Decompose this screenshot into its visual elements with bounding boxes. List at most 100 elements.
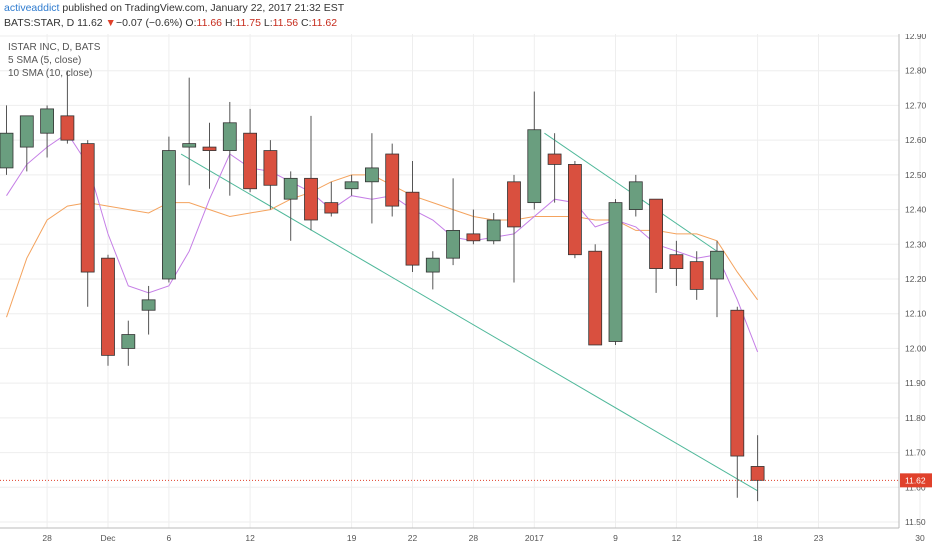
- y-tick-label: 11.90: [905, 378, 926, 388]
- candle-body: [101, 257, 115, 356]
- candle-up[interactable]: [222, 101, 237, 196]
- candle-body: [608, 202, 623, 342]
- candle-down[interactable]: [243, 108, 258, 193]
- candles: [0, 70, 765, 502]
- x-tick-label: 12: [245, 533, 255, 543]
- candle-body: [730, 309, 745, 457]
- y-tick-label: 12.70: [905, 100, 927, 110]
- candle-body: [628, 181, 643, 210]
- candle-body: [263, 150, 278, 186]
- x-tick-label: 12: [672, 533, 682, 543]
- change-value: −0.07 (−0.6%): [115, 17, 183, 29]
- candle-body: [182, 143, 197, 148]
- candle-body: [669, 254, 684, 269]
- candle-down[interactable]: [730, 306, 745, 498]
- candle-down[interactable]: [60, 70, 75, 144]
- candle-up[interactable]: [182, 77, 197, 186]
- candle-body: [121, 334, 136, 349]
- candle-down[interactable]: [405, 160, 420, 273]
- y-tick-label: 12.60: [905, 135, 927, 145]
- candle-up[interactable]: [608, 199, 623, 345]
- candle-body: [243, 132, 258, 190]
- sma5-legend: 5 SMA (5, close): [8, 55, 82, 66]
- candle-down[interactable]: [304, 115, 318, 231]
- sma5-line: [6, 132, 759, 353]
- candle-up[interactable]: [710, 240, 724, 318]
- candle-body: [405, 191, 420, 266]
- candle-down[interactable]: [568, 160, 582, 259]
- time-axis[interactable]: 28 Dec 6 12 19 22 28 2017 9 12 18 23 30: [42, 533, 925, 543]
- high-value: 11.75: [235, 17, 261, 29]
- candle-body: [19, 115, 34, 148]
- low-value: 11.56: [272, 17, 299, 29]
- candle-body: [222, 122, 237, 151]
- candle-down[interactable]: [689, 251, 704, 300]
- y-tick-label: 12.10: [905, 309, 927, 319]
- candle-body: [689, 261, 704, 290]
- candle-up[interactable]: [486, 213, 501, 245]
- candle-up[interactable]: [19, 115, 34, 172]
- open-label: O:: [185, 17, 197, 29]
- candle-down[interactable]: [507, 174, 521, 283]
- candle-body: [304, 177, 318, 221]
- candle-body: [344, 181, 359, 190]
- candle-body: [324, 202, 339, 214]
- candle-down[interactable]: [649, 198, 663, 293]
- publish-text: published on TradingView.com, January 22…: [59, 2, 345, 14]
- x-tick-label: 19: [347, 533, 357, 543]
- candle-up[interactable]: [628, 174, 643, 217]
- close-value: 11.62: [311, 17, 338, 29]
- author-link[interactable]: activeaddict: [4, 2, 60, 14]
- trendlines: [180, 132, 758, 492]
- candle-body: [710, 250, 724, 280]
- y-tick-label: 12.30: [905, 239, 927, 249]
- candle-up[interactable]: [344, 174, 359, 196]
- x-tick-label: 6: [167, 533, 172, 543]
- candle-down[interactable]: [547, 133, 562, 203]
- last-price-label: 11.62: [905, 475, 926, 485]
- candle-down[interactable]: [588, 244, 603, 346]
- candle-down[interactable]: [669, 240, 684, 286]
- candle-down[interactable]: [324, 181, 339, 217]
- x-tick-label: Dec: [100, 533, 116, 543]
- candle-up[interactable]: [121, 320, 136, 366]
- candle-body: [80, 143, 95, 273]
- candle-down[interactable]: [101, 254, 115, 366]
- ohlc-readout: BATS:STAR, D 11.62 ▼−0.07 (−0.6%) O: 11.6…: [4, 17, 337, 31]
- x-tick-label: 22: [408, 533, 418, 543]
- candle-down[interactable]: [466, 209, 481, 245]
- candle-up[interactable]: [364, 133, 379, 224]
- price-axis[interactable]: 11.5011.6011.7011.8011.9012.0012.1012.20…: [900, 34, 932, 527]
- y-tick-label: 12.80: [905, 66, 927, 76]
- candle-down[interactable]: [385, 143, 400, 217]
- y-tick-label: 11.50: [905, 517, 926, 527]
- candle-up[interactable]: [141, 285, 156, 335]
- candle-up[interactable]: [40, 105, 54, 158]
- candle-down[interactable]: [80, 140, 95, 307]
- y-tick-label: 12.90: [905, 34, 927, 41]
- grid: [0, 34, 921, 528]
- x-tick-label: 2017: [525, 533, 544, 543]
- x-tick-label: 18: [753, 533, 763, 543]
- candle-up[interactable]: [527, 91, 542, 210]
- candle-up[interactable]: [425, 251, 440, 290]
- candle-body: [60, 115, 75, 141]
- candle-up[interactable]: [446, 178, 461, 266]
- candle-body: [161, 150, 176, 280]
- candle-down[interactable]: [202, 122, 217, 189]
- candle-body: [466, 233, 481, 242]
- candle-up[interactable]: [161, 136, 176, 283]
- candle-body: [527, 129, 542, 204]
- symbol-label: BATS:STAR, D 11.62: [4, 17, 103, 29]
- candle-body: [588, 250, 603, 346]
- x-tick-label: 9: [613, 533, 618, 543]
- down-arrow-icon: ▼: [105, 17, 116, 29]
- candle-up[interactable]: [283, 171, 298, 241]
- candle-down[interactable]: [750, 435, 765, 502]
- moving-averages: [6, 132, 759, 353]
- y-tick-label: 12.40: [905, 205, 927, 215]
- trendline: [180, 153, 758, 492]
- price-chart[interactable]: 11.5011.6011.7011.8011.9012.0012.1012.20…: [0, 34, 932, 550]
- candle-up[interactable]: [0, 105, 14, 175]
- candle-down[interactable]: [263, 140, 278, 210]
